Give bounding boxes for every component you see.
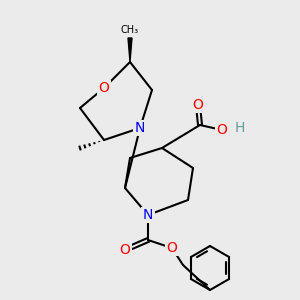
Text: O: O — [217, 123, 227, 137]
Text: H: H — [235, 121, 245, 135]
Text: O: O — [99, 81, 110, 95]
Text: O: O — [120, 243, 130, 257]
Text: O: O — [167, 241, 177, 255]
Text: N: N — [135, 121, 145, 135]
Text: CH₃: CH₃ — [121, 25, 139, 35]
Text: O: O — [193, 98, 203, 112]
Text: N: N — [143, 208, 153, 222]
Polygon shape — [128, 38, 132, 62]
